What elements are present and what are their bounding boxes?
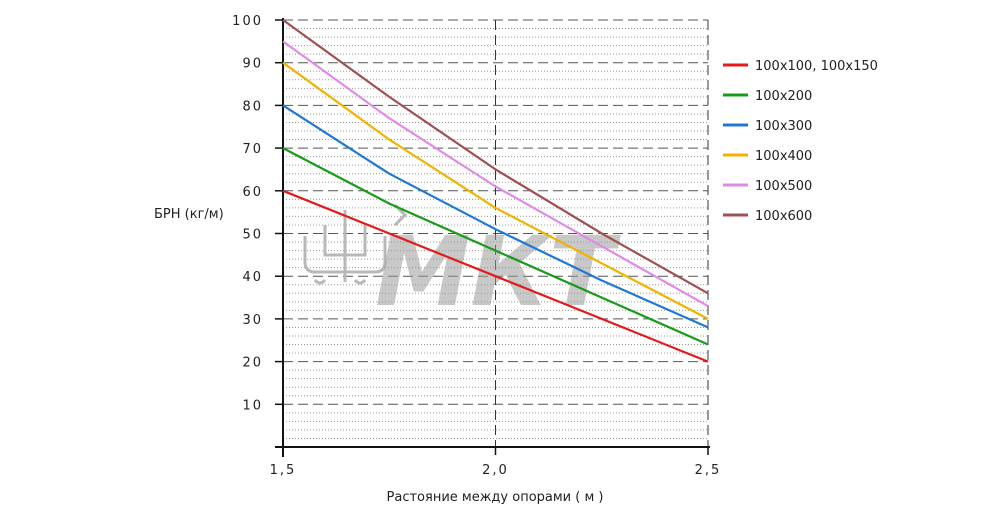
tick-labels: 10 20 30 40 50 60 70 80 90 100 1,5 2,0 2,5 (232, 14, 722, 478)
y-tick-label: 10 (242, 398, 263, 413)
y-axis-label: БРН (кг/м) (154, 207, 224, 222)
series-line (282, 19, 709, 295)
series-line (282, 40, 709, 308)
series-line (282, 61, 709, 320)
x-tick-label: 1,5 (270, 463, 297, 478)
y-tick-label: 40 (242, 270, 263, 285)
legend-label: 100x600 (755, 209, 812, 224)
x-tick-label: 2,5 (695, 463, 722, 478)
series-lines (282, 19, 709, 363)
legend-label: 100x300 (755, 119, 812, 134)
y-tick-label: 90 (242, 57, 263, 72)
x-axis-label: Растояние между опорами ( м ) (387, 490, 604, 505)
x-tick-label: 2,0 (482, 463, 509, 478)
legend-label: 100x200 (755, 89, 812, 104)
y-tick-label: 20 (242, 356, 263, 371)
legend: 100x100, 100x150 100x200 100x300 100x400 100… (723, 59, 878, 224)
y-tick-label: 100 (232, 14, 263, 29)
y-tick-label: 60 (242, 185, 263, 200)
series-line (282, 189, 709, 363)
series-line (282, 147, 709, 346)
legend-label: 100x500 (755, 179, 812, 194)
legend-label: 100x100, 100x150 (755, 59, 878, 74)
y-tick-label: 50 (242, 228, 263, 243)
y-tick-label: 30 (242, 313, 263, 328)
series-line (282, 104, 709, 329)
grid (283, 19, 709, 447)
y-tick-label: 70 (242, 142, 263, 157)
legend-label: 100x400 (755, 149, 812, 164)
axes (275, 18, 710, 457)
y-tick-label: 80 (242, 99, 263, 114)
